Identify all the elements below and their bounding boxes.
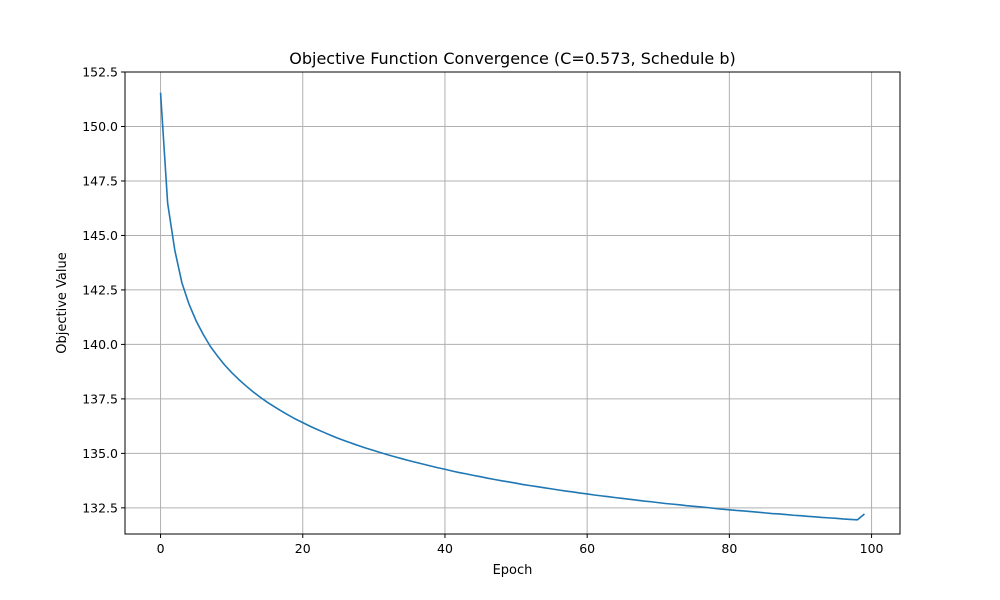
x-tick-label: 0 xyxy=(157,541,165,556)
y-tick-label: 152.5 xyxy=(82,65,118,80)
x-tick-label: 80 xyxy=(721,541,737,556)
y-tick-label: 140.0 xyxy=(82,337,118,352)
series-layer xyxy=(159,92,865,521)
y-tick-label: 142.5 xyxy=(82,282,118,297)
x-axis-label: Epoch xyxy=(493,563,533,578)
x-tick-label: 40 xyxy=(437,541,453,556)
y-tick-label: 137.5 xyxy=(82,391,118,406)
tick-layer: 0 20 40 60 80 100 132.5 135.0 137.5 140.0 142.5 145… xyxy=(82,65,883,557)
plot-frame xyxy=(124,71,901,535)
y-tick-label: 132.5 xyxy=(82,500,118,515)
grid-layer xyxy=(125,71,900,534)
y-tick-label: 145.0 xyxy=(82,228,118,243)
y-tick-label: 147.5 xyxy=(82,173,118,188)
y-tick-label: 150.0 xyxy=(82,119,118,134)
chart-title: Objective Function Convergence (C=0.573,… xyxy=(289,49,735,68)
x-tick-label: 100 xyxy=(860,541,884,556)
x-tick-label: 60 xyxy=(579,541,595,556)
x-tick-label: 20 xyxy=(295,541,311,556)
y-axis-label: Objective Value xyxy=(55,252,70,353)
y-tick-label: 135.0 xyxy=(82,446,118,461)
series-line xyxy=(159,92,865,521)
